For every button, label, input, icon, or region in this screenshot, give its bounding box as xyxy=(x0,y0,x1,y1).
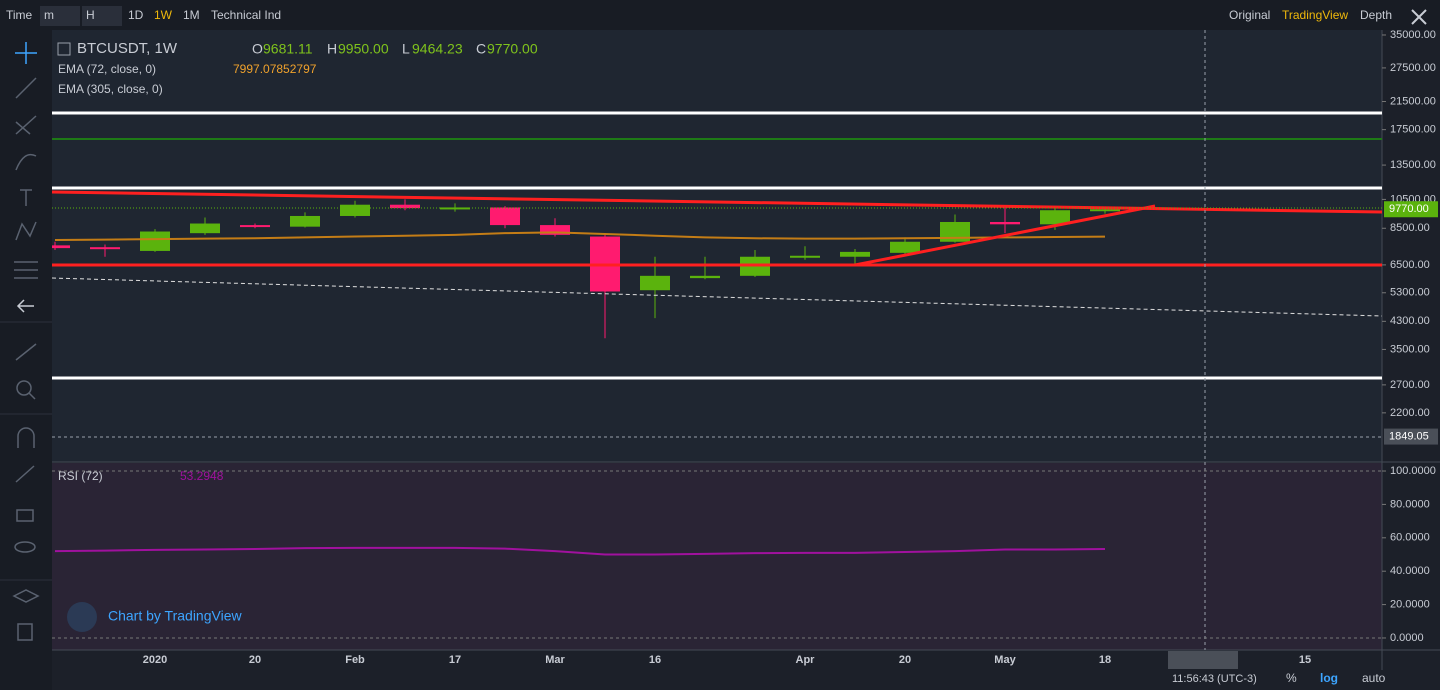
candle-body xyxy=(1090,209,1120,212)
y-tick-label: 35000.00 xyxy=(1390,29,1436,41)
watermark-logo xyxy=(67,602,97,632)
ohlc-value: 9681.11 xyxy=(263,41,313,57)
y-tick-label: 3500.00 xyxy=(1390,343,1430,355)
toolbar-item[interactable]: 1M xyxy=(183,8,200,22)
indicator-label[interactable]: RSI (72) xyxy=(58,469,103,483)
x-tick-label: 20 xyxy=(899,654,911,666)
y-tick-label: 8500.00 xyxy=(1390,222,1430,234)
percent-toggle[interactable]: % xyxy=(1286,671,1297,685)
price-pane xyxy=(52,30,1382,462)
y-tick-label: 40.0000 xyxy=(1390,565,1430,577)
toolbar-item[interactable]: 1D xyxy=(128,8,144,22)
indicator-value: 53.2948 xyxy=(180,469,224,483)
toolbar-item[interactable]: Depth xyxy=(1360,8,1392,22)
toolbar-buttons[interactable]: Time m H 1D 1W 1M Technical Ind Original… xyxy=(6,6,1427,26)
x-tick-label: 15 xyxy=(1299,654,1311,666)
ohlc-value: 9464.23 xyxy=(412,41,463,57)
y-tick-label: 5300.00 xyxy=(1390,287,1430,299)
y-tick-label: 100.0000 xyxy=(1390,465,1436,477)
symbol: BTCUSDT, 1W xyxy=(77,40,178,57)
x-tick-label: Apr xyxy=(796,654,816,666)
candle-body xyxy=(90,247,120,250)
rsi-line xyxy=(54,546,1106,556)
y-tick-label: 6500.00 xyxy=(1390,259,1430,271)
ohlc-label: L xyxy=(402,41,410,57)
log-toggle[interactable]: log xyxy=(1320,671,1338,685)
x-tick-label: 16 xyxy=(649,654,661,666)
x-tick-label: 18 xyxy=(1099,654,1111,666)
ohlc-label: H xyxy=(327,41,337,57)
candle-body xyxy=(640,275,670,291)
watermark[interactable]: Chart by TradingView xyxy=(108,608,242,624)
toolbar-item[interactable]: TradingView xyxy=(1282,8,1348,22)
toolbar-item[interactable]: m xyxy=(44,8,54,22)
x-tick-label: Feb xyxy=(345,654,365,666)
candle-body xyxy=(190,223,220,234)
toolbar-item[interactable]: H xyxy=(86,8,95,22)
user-drawings xyxy=(51,30,1383,650)
x-tick-label: May xyxy=(994,654,1016,666)
price-marker xyxy=(1384,201,1438,218)
candle-body xyxy=(52,245,70,249)
candle-body xyxy=(1040,210,1070,225)
y-tick-label: 21500.00 xyxy=(1390,95,1436,107)
ohlc-label: O xyxy=(252,41,263,57)
left-toolbar xyxy=(0,30,52,690)
y-tick-label: 20.0000 xyxy=(1390,598,1430,610)
x-tick-label: 20 xyxy=(249,654,261,666)
candle-body xyxy=(990,221,1020,225)
plot-area: 35000.00 27500.00 21500.00 17500.00 13500.00… xyxy=(52,29,1438,666)
x-tick-label: 17 xyxy=(449,654,461,666)
candle-body xyxy=(690,275,720,279)
y-tick-label: 60.0000 xyxy=(1390,532,1430,544)
price-marker-label: 1849.05 xyxy=(1389,430,1429,442)
candle-body xyxy=(890,241,920,253)
collapse-button[interactable] xyxy=(57,42,71,56)
candle-body xyxy=(840,251,870,257)
ohlc-value: 9770.00 xyxy=(487,41,538,57)
candle-body xyxy=(940,221,970,242)
candle-body xyxy=(790,255,820,258)
candle-body xyxy=(390,204,420,209)
y-tick-label: 2200.00 xyxy=(1390,407,1430,419)
toolbar-item[interactable]: Original xyxy=(1229,8,1270,22)
x-tick-label: Mar xyxy=(545,654,565,666)
clock: 11:56:43 (UTC-3) xyxy=(1172,673,1257,685)
rsi-pane xyxy=(52,463,1382,650)
price-marker xyxy=(1384,428,1438,445)
candle-body xyxy=(290,215,320,227)
ema-line xyxy=(54,231,1106,241)
top-toolbar xyxy=(0,0,1440,30)
y-tick-label: 2700.00 xyxy=(1390,379,1430,391)
y-tick-label: 0.0000 xyxy=(1390,632,1424,644)
price-marker-label: 9770.00 xyxy=(1389,203,1429,215)
indicator-label[interactable]: EMA (72, close, 0) xyxy=(58,62,156,76)
drawing-tools[interactable] xyxy=(12,42,40,641)
x-tick-label: 2020 xyxy=(143,654,167,666)
indicator-value: 7997.07852797 xyxy=(233,62,317,76)
y-tick-label: 17500.00 xyxy=(1390,124,1436,136)
y-tick-label: 4300.00 xyxy=(1390,315,1430,327)
y-tick-label: 80.0000 xyxy=(1390,498,1430,510)
indicator-label[interactable]: EMA (305, close, 0) xyxy=(58,82,163,96)
y-tick-label: 27500.00 xyxy=(1390,62,1436,74)
candle-body xyxy=(240,225,270,228)
ohlc-value: 9950.00 xyxy=(338,41,389,57)
toolbar-item[interactable]: 1W xyxy=(154,8,173,22)
candle-body xyxy=(340,204,370,216)
y-tick-label: 13500.00 xyxy=(1390,159,1436,171)
auto-toggle[interactable]: auto xyxy=(1362,671,1386,685)
toolbar-item[interactable]: Technical Ind xyxy=(211,8,281,22)
ohlc-label: C xyxy=(476,41,486,57)
candle-body xyxy=(540,225,570,235)
candle-body xyxy=(140,231,170,251)
crosshair-date-box xyxy=(1168,651,1238,669)
toolbar-item[interactable]: Time xyxy=(6,8,33,22)
candle-body xyxy=(490,207,520,226)
